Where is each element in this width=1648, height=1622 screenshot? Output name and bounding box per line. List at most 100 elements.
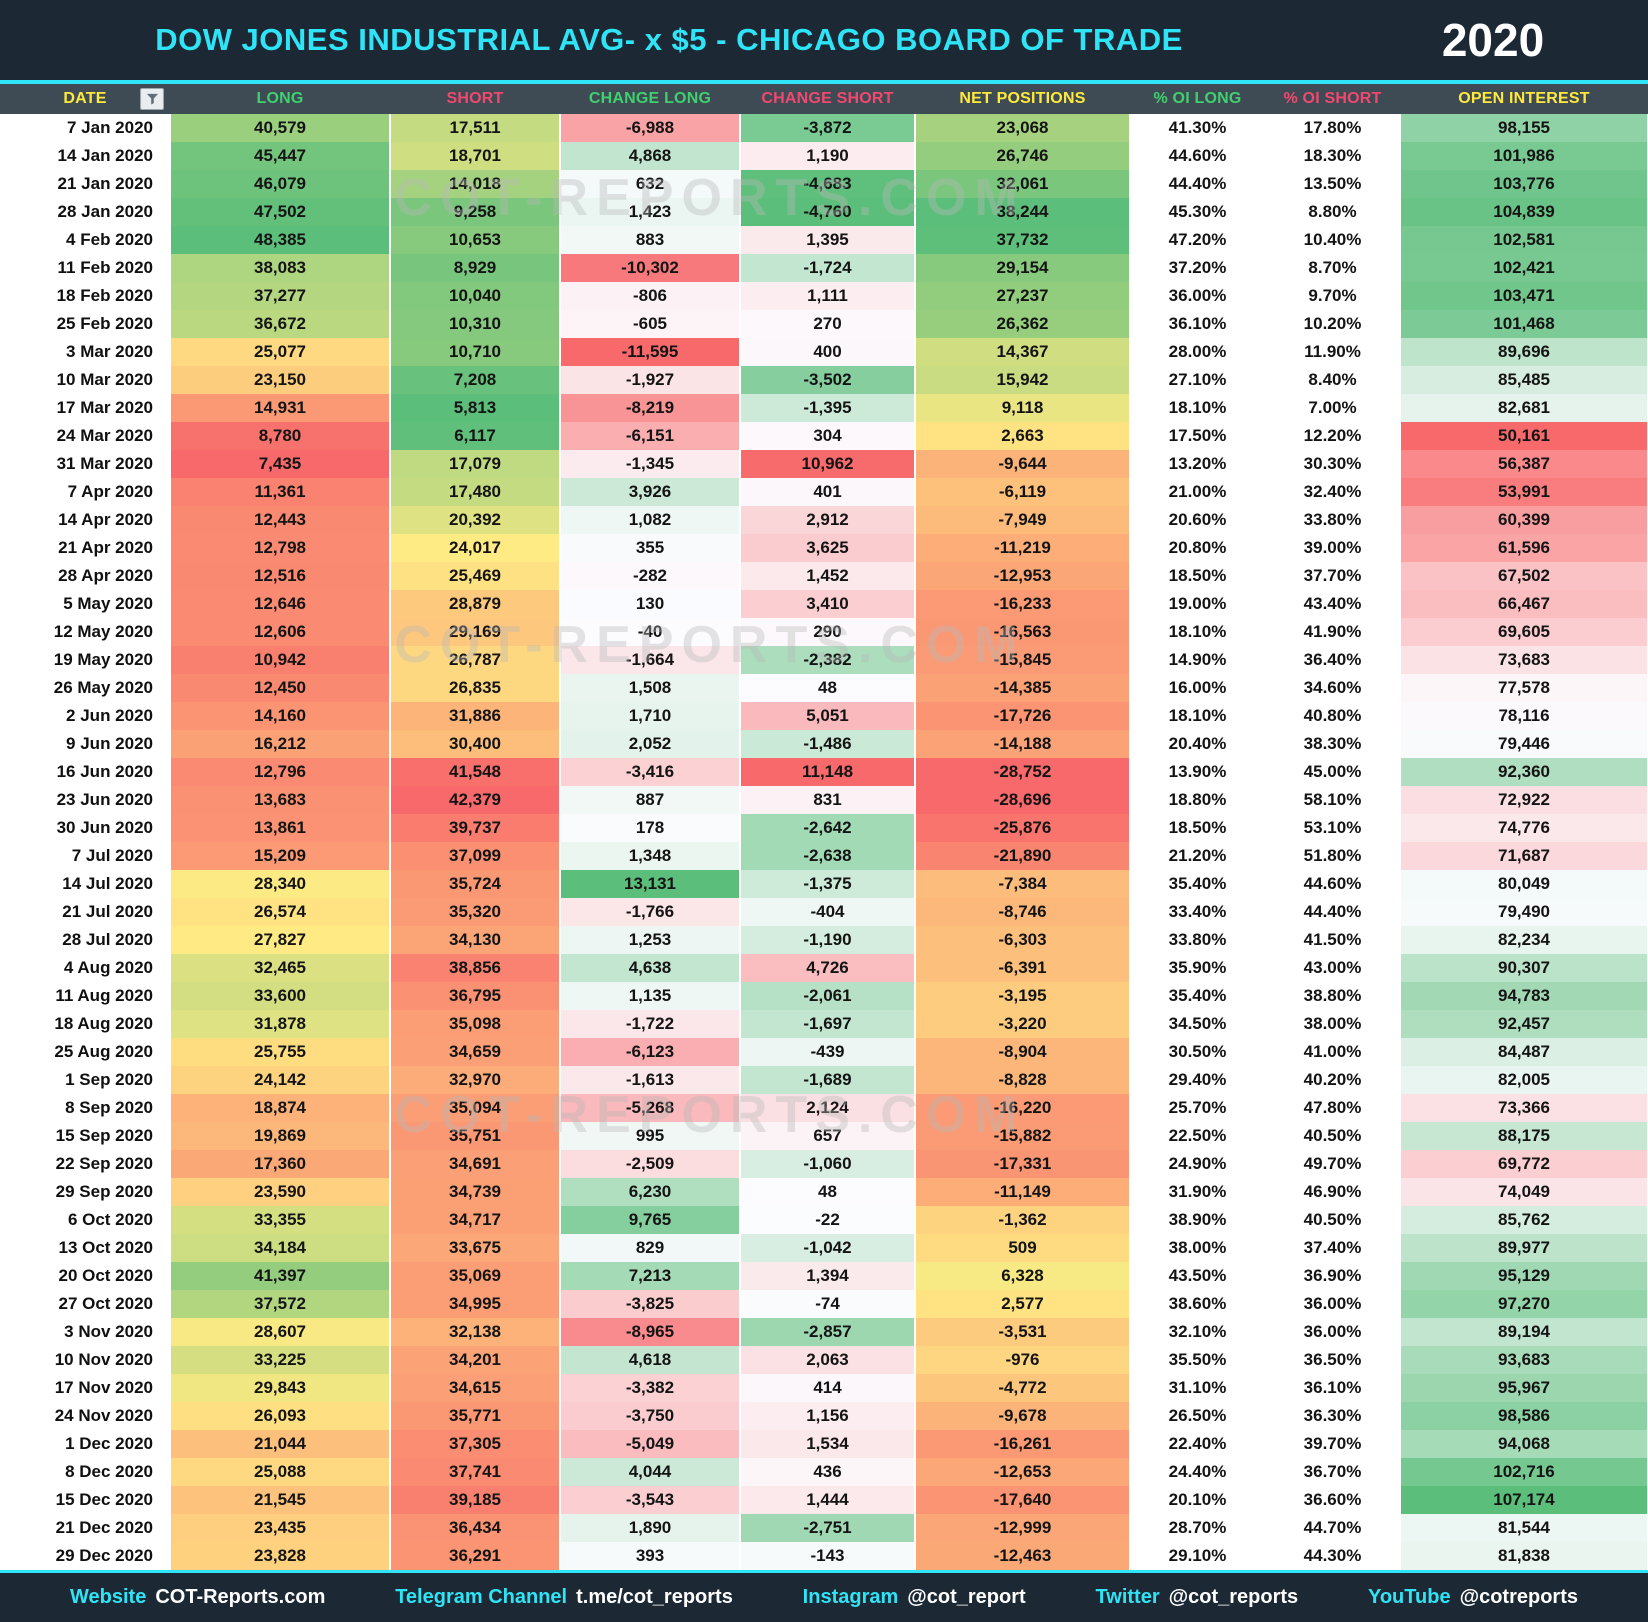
cell-oi-long: 21.20% — [1130, 842, 1266, 870]
cell-change-short: 304 — [740, 422, 916, 450]
table-row: 14 Jul 2020 28,340 35,724 13,131 -1,375 -7,38… — [0, 870, 1648, 898]
cell-change-short: 3,410 — [740, 590, 916, 618]
cell-oi-long: 47.20% — [1130, 226, 1266, 254]
cell-net-positions: -3,220 — [915, 1010, 1131, 1038]
cell-change-short: -143 — [740, 1542, 916, 1570]
cell-date: 4 Feb 2020 — [0, 226, 171, 254]
cell-short: 17,079 — [390, 450, 561, 478]
website-link[interactable]: COT-Reports.com — [155, 1586, 326, 1608]
cell-open-interest: 95,129 — [1400, 1262, 1648, 1290]
cell-net-positions: 26,362 — [915, 310, 1131, 338]
table-row: 28 Apr 2020 12,516 25,469 -282 1,452 -12,953 1… — [0, 562, 1648, 590]
cell-change-short: 436 — [740, 1458, 916, 1486]
cell-long: 12,798 — [170, 534, 391, 562]
cell-change-short: 5,051 — [740, 702, 916, 730]
cell-oi-short: 11.90% — [1265, 338, 1401, 366]
cell-change-short: 400 — [740, 338, 916, 366]
cell-change-short: 831 — [740, 786, 916, 814]
cell-oi-long: 31.90% — [1130, 1178, 1266, 1206]
twitter-link[interactable]: @cot_reports — [1168, 1586, 1299, 1608]
cell-change-short: -4,683 — [740, 170, 916, 198]
filter-icon[interactable] — [140, 88, 164, 110]
table-row: 1 Dec 2020 21,044 37,305 -5,049 1,534 -16,261… — [0, 1430, 1648, 1458]
table-row: 29 Dec 2020 23,828 36,291 393 -143 -12,463 29.… — [0, 1542, 1648, 1570]
instagram-link[interactable]: @cot_report — [907, 1586, 1026, 1608]
cell-oi-long: 38.60% — [1130, 1290, 1266, 1318]
cell-change-short: -2,638 — [740, 842, 916, 870]
cell-net-positions: -11,219 — [915, 534, 1131, 562]
cell-date: 18 Aug 2020 — [0, 1010, 171, 1038]
table-row: 18 Aug 2020 31,878 35,098 -1,722 -1,697 -3,22… — [0, 1010, 1648, 1038]
cell-open-interest: 89,194 — [1400, 1318, 1648, 1346]
cell-long: 19,869 — [170, 1122, 391, 1150]
table-row: 31 Mar 2020 7,435 17,079 -1,345 10,962 -9,644… — [0, 450, 1648, 478]
cell-net-positions: -17,640 — [915, 1486, 1131, 1514]
table-row: 29 Sep 2020 23,590 34,739 6,230 48 -11,149 31.… — [0, 1178, 1648, 1206]
column-header-label: NET POSITIONS — [959, 90, 1086, 107]
cell-oi-short: 40.80% — [1265, 702, 1401, 730]
cell-open-interest: 69,605 — [1400, 618, 1648, 646]
cell-oi-short: 36.30% — [1265, 1402, 1401, 1430]
cell-long: 18,874 — [170, 1094, 391, 1122]
table-row: 25 Aug 2020 25,755 34,659 -6,123 -439 -8,904 3… — [0, 1038, 1648, 1066]
cell-short: 35,098 — [390, 1010, 561, 1038]
cell-long: 40,579 — [170, 114, 391, 142]
cell-open-interest: 79,446 — [1400, 730, 1648, 758]
cell-date: 8 Dec 2020 — [0, 1458, 171, 1486]
cell-oi-long: 41.30% — [1130, 114, 1266, 142]
cell-oi-long: 28.70% — [1130, 1514, 1266, 1542]
cell-oi-short: 38.00% — [1265, 1010, 1401, 1038]
table-row: 6 Oct 2020 33,355 34,717 9,765 -22 -1,362 38.9… — [0, 1206, 1648, 1234]
cell-oi-short: 44.40% — [1265, 898, 1401, 926]
youtube-link[interactable]: @cotreports — [1459, 1586, 1578, 1608]
cell-net-positions: -16,261 — [915, 1430, 1131, 1458]
cell-open-interest: 82,234 — [1400, 926, 1648, 954]
column-header-label: CHANGE LONG — [588, 90, 712, 107]
cell-change-long: -1,664 — [560, 646, 741, 674]
cell-open-interest: 98,155 — [1400, 114, 1648, 142]
cell-change-long: -605 — [560, 310, 741, 338]
cell-short: 34,659 — [390, 1038, 561, 1066]
cell-change-short: -1,395 — [740, 394, 916, 422]
cell-change-short: -2,642 — [740, 814, 916, 842]
cell-change-long: -1,722 — [560, 1010, 741, 1038]
cell-change-long: 1,082 — [560, 506, 741, 534]
cell-short: 5,813 — [390, 394, 561, 422]
cell-long: 12,796 — [170, 758, 391, 786]
cell-change-short: 2,912 — [740, 506, 916, 534]
cell-net-positions: -8,746 — [915, 898, 1131, 926]
cell-short: 32,970 — [390, 1066, 561, 1094]
cell-date: 24 Mar 2020 — [0, 422, 171, 450]
cell-date: 5 May 2020 — [0, 590, 171, 618]
cell-open-interest: 101,468 — [1400, 310, 1648, 338]
cell-open-interest: 82,005 — [1400, 1066, 1648, 1094]
cell-oi-short: 43.40% — [1265, 590, 1401, 618]
cell-net-positions: 37,732 — [915, 226, 1131, 254]
column-header-label: CHANGE SHORT — [761, 90, 894, 107]
cell-date: 25 Aug 2020 — [0, 1038, 171, 1066]
cell-change-long: 4,618 — [560, 1346, 741, 1374]
cell-oi-long: 35.40% — [1130, 870, 1266, 898]
cell-short: 10,653 — [390, 226, 561, 254]
cell-change-short: -1,689 — [740, 1066, 916, 1094]
cell-change-long: -5,049 — [560, 1430, 741, 1458]
cell-long: 8,780 — [170, 422, 391, 450]
cell-oi-long: 21.00% — [1130, 478, 1266, 506]
telegram-link[interactable]: t.me/cot_reports — [576, 1586, 733, 1608]
table-row: 9 Jun 2020 16,212 30,400 2,052 -1,486 -14,188… — [0, 730, 1648, 758]
table-row: 22 Sep 2020 17,360 34,691 -2,509 -1,060 -17,3… — [0, 1150, 1648, 1178]
cell-short: 34,739 — [390, 1178, 561, 1206]
table-row: 19 May 2020 10,942 26,787 -1,664 -2,382 -15,8… — [0, 646, 1648, 674]
cell-change-short: 401 — [740, 478, 916, 506]
cell-short: 34,995 — [390, 1290, 561, 1318]
cell-oi-long: 28.00% — [1130, 338, 1266, 366]
cell-oi-short: 39.70% — [1265, 1430, 1401, 1458]
cell-net-positions: -3,531 — [915, 1318, 1131, 1346]
cell-long: 33,600 — [170, 982, 391, 1010]
cell-short: 34,201 — [390, 1346, 561, 1374]
cell-short: 32,138 — [390, 1318, 561, 1346]
cell-net-positions: -3,195 — [915, 982, 1131, 1010]
cell-open-interest: 79,490 — [1400, 898, 1648, 926]
cell-long: 41,397 — [170, 1262, 391, 1290]
cell-open-interest: 74,776 — [1400, 814, 1648, 842]
